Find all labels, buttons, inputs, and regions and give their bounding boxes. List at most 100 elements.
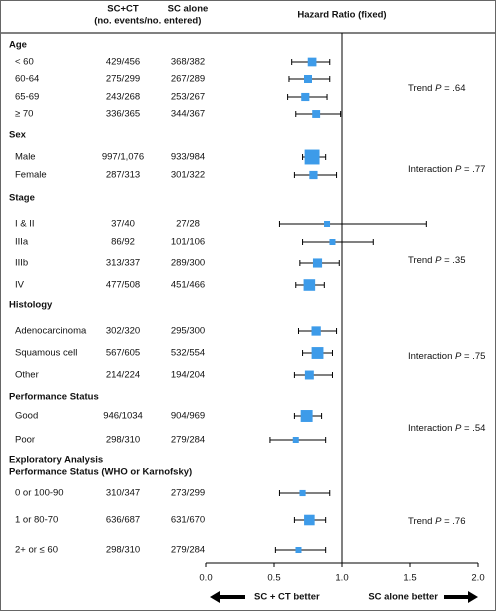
test-value: = .75 — [464, 351, 485, 362]
column-title: SC alone — [168, 4, 209, 15]
events-sc-alone: 904/969 — [171, 411, 205, 422]
row-label: 0 or 100-90 — [15, 488, 64, 499]
row-label: IIIa — [15, 237, 29, 248]
events-sc-ct: 429/456 — [106, 57, 140, 68]
test-name: Trend — [408, 255, 432, 266]
test-name: Trend — [408, 83, 432, 94]
hr-box — [304, 370, 314, 380]
hr-box — [311, 347, 324, 359]
hr-box — [329, 239, 336, 245]
test-symbol: P — [435, 83, 442, 94]
test-name: Interaction — [408, 351, 452, 362]
row-label: 65-69 — [15, 92, 39, 103]
test-value: = .54 — [464, 423, 485, 434]
right-arrow — [444, 591, 478, 603]
test-value: = .35 — [444, 255, 465, 266]
hr-box — [307, 57, 317, 67]
left-arrow-label: SC + CT better — [254, 592, 320, 603]
hr-box — [312, 110, 321, 118]
row-label: 60-64 — [15, 74, 39, 85]
events-sc-ct: 336/365 — [106, 109, 140, 120]
test-symbol: P — [455, 351, 462, 362]
right-arrow-label: SC alone better — [368, 592, 438, 603]
hr-box — [312, 258, 323, 268]
row-label: Female — [15, 170, 47, 181]
left-arrow — [210, 591, 245, 603]
test-value: = .64 — [444, 83, 465, 94]
group-subtitle: Performance Status (WHO or Karnofsky) — [9, 467, 192, 478]
hr-box — [300, 410, 313, 422]
hr-box — [324, 221, 331, 227]
group-title: Age — [9, 40, 27, 51]
row-label: 1 or 80-70 — [15, 515, 58, 526]
events-sc-alone: 368/382 — [171, 57, 205, 68]
column-title: SC+CT — [107, 4, 139, 15]
events-sc-ct: 37/40 — [111, 219, 135, 230]
column-subtitle: (no. events/ — [94, 16, 147, 27]
events-sc-ct: 477/508 — [106, 280, 140, 291]
events-sc-alone: 27/28 — [176, 219, 200, 230]
events-sc-alone: 273/299 — [171, 488, 205, 499]
test-symbol: P — [455, 423, 462, 434]
events-sc-alone: 289/300 — [171, 258, 205, 269]
row-label: Good — [15, 411, 38, 422]
events-sc-alone: 631/670 — [171, 515, 205, 526]
hr-box — [304, 514, 315, 526]
column-subtitle: no. entered) — [147, 16, 201, 27]
test-label: Trend P = .76 — [408, 516, 466, 527]
events-sc-ct: 86/92 — [111, 237, 135, 248]
events-sc-ct: 275/299 — [106, 74, 140, 85]
events-sc-ct: 298/310 — [106, 545, 140, 556]
hr-box — [304, 149, 320, 165]
events-sc-alone: 279/284 — [171, 435, 205, 446]
row-label: Other — [15, 370, 39, 381]
events-sc-ct: 298/310 — [106, 435, 140, 446]
events-sc-alone: 279/284 — [171, 545, 205, 556]
hr-box — [309, 170, 318, 180]
hr-box — [303, 279, 316, 291]
test-label: Interaction P = .77 — [408, 164, 485, 175]
plot-title: Hazard Ratio (fixed) — [297, 10, 386, 21]
x-tick-label: 0.5 — [267, 573, 280, 584]
events-sc-alone: 194/204 — [171, 370, 205, 381]
hr-box — [311, 326, 321, 336]
test-symbol: P — [455, 164, 462, 175]
x-tick-label: 1.5 — [403, 573, 416, 584]
test-label: Trend P = .64 — [408, 83, 466, 94]
row-label: 2+ or ≤ 60 — [15, 545, 58, 556]
events-sc-ct: 214/224 — [106, 370, 140, 381]
test-label: Interaction P = .54 — [408, 423, 485, 434]
test-label: Interaction P = .75 — [408, 351, 485, 362]
test-symbol: P — [435, 516, 442, 527]
hr-box — [295, 547, 302, 553]
events-sc-alone: 451/466 — [171, 280, 205, 291]
row-label: Squamous cell — [15, 348, 77, 359]
events-sc-ct: 302/320 — [106, 326, 140, 337]
test-name: Trend — [408, 516, 432, 527]
group-title: Histology — [9, 300, 53, 311]
events-sc-ct: 946/1034 — [103, 411, 143, 422]
events-sc-ct: 243/268 — [106, 92, 140, 103]
test-label: Trend P = .35 — [408, 255, 466, 266]
row-label: < 60 — [15, 57, 34, 68]
x-tick-label: 2.0 — [471, 573, 484, 584]
group-title: Sex — [9, 130, 27, 141]
group-title: Performance Status — [9, 392, 99, 403]
events-sc-ct: 997/1,076 — [102, 152, 144, 163]
events-sc-ct: 636/687 — [106, 515, 140, 526]
hr-box — [301, 92, 310, 102]
group-title: Stage — [9, 193, 35, 204]
hr-box — [303, 74, 313, 84]
group-title: Exploratory Analysis — [9, 455, 103, 466]
x-tick-label: 1.0 — [335, 573, 348, 584]
test-name: Interaction — [408, 164, 452, 175]
row-label: I & II — [15, 219, 35, 230]
row-label: IV — [15, 280, 25, 291]
hr-box — [292, 437, 299, 443]
events-sc-alone: 344/367 — [171, 109, 205, 120]
events-sc-alone: 267/289 — [171, 74, 205, 85]
row-label: Poor — [15, 435, 35, 446]
row-label: IIIb — [15, 258, 28, 269]
events-sc-ct: 567/605 — [106, 348, 140, 359]
